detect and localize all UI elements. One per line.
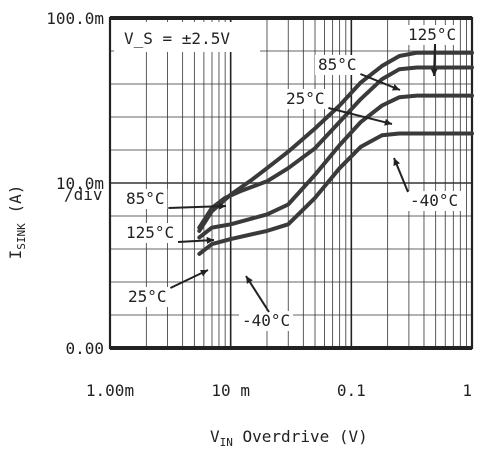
curve-label-bg [407,191,461,211]
curve-label: 25°C [128,287,167,306]
arrowhead-icon [218,202,226,210]
arrowhead-icon [200,270,208,277]
plot-frame [108,16,474,350]
curve-label-bg [125,287,170,307]
series-group [197,50,474,256]
x-tick-label: 10 m [211,381,250,400]
arrowhead-icon [430,68,438,76]
arrowhead-icon [206,236,214,244]
series-line [197,93,474,240]
curve-label-bg [123,223,177,243]
curve-label-arrow [328,107,393,125]
arrowhead-icon [392,84,400,91]
series-line [197,131,474,256]
curve-label-bg [283,89,328,109]
curve-label: 125°C [126,223,174,242]
y-axis-title: ISINK (A) [6,185,28,260]
curve-label: -40°C [410,191,458,210]
curve-label-bg [315,55,360,75]
curve-label-bg [239,311,293,331]
x-tick-label: 0.1 [337,381,366,400]
supply-voltage-annotation: V_S = ±2.5V [124,29,230,48]
curve-label-bg [123,189,168,209]
curve-labels: 125°C 85°C 25°C -40°C 85°C 125°C 25°C -40°C [123,25,461,331]
arrowhead-icon [393,158,400,166]
y-tick-label: 0.00 [65,339,104,358]
curve-label: 85°C [126,189,165,208]
x-axis-title: VIN Overdrive (V) [210,427,368,449]
curve-label: -40°C [242,311,290,330]
curve-label: 85°C [318,55,357,74]
arrowhead-icon [384,118,392,126]
curve-label-bg [405,25,459,45]
y-tick-label: 100.0m [46,9,104,28]
x-tick-label: 1 [462,381,472,400]
y-tick-labels: 100.0m 10.0m 0.00 [46,9,104,358]
x-tick-label: 1.00m [86,381,134,400]
y-tick-label: 10.0m [56,174,104,193]
curve-label: 25°C [286,89,325,108]
curve-label: 125°C [408,25,456,44]
curve-label-arrow [168,205,227,209]
arrowhead-icon [246,276,253,284]
x-tick-labels: 1.00m 10 m 0.1 1 [86,381,472,400]
y-per-div-label: /div [64,185,103,204]
series-line [197,65,474,230]
annotation-box [114,22,260,52]
